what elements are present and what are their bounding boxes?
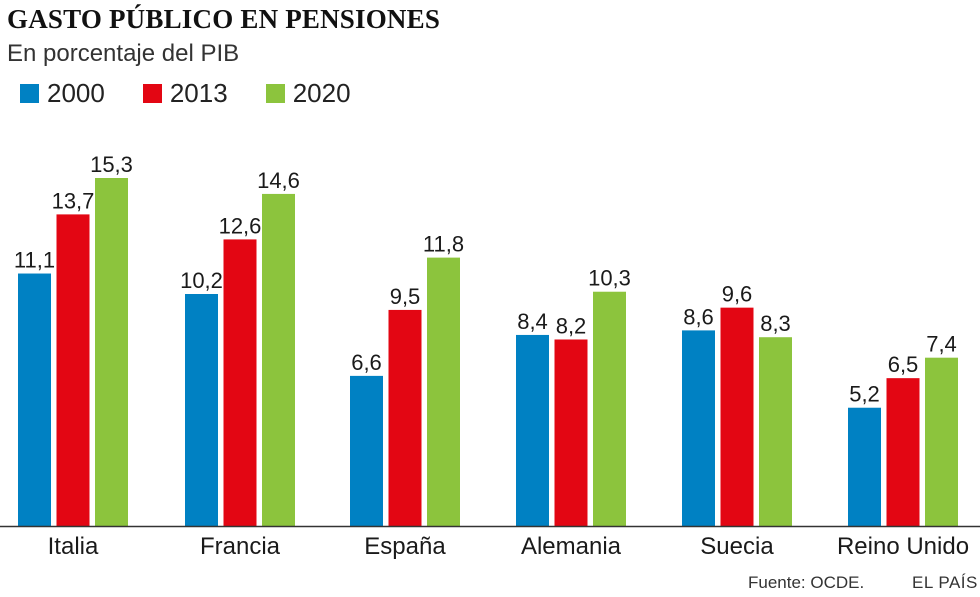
legend-swatch-2000 (20, 84, 39, 103)
value-label-suecia-2020: 8,3 (760, 311, 791, 336)
bar-espana-2000 (350, 375, 383, 526)
bar-suecia-2000 (682, 330, 715, 526)
legend: 2000 2013 2020 (20, 78, 389, 109)
value-label-alemania-2020: 10,3 (588, 266, 631, 291)
legend-swatch-2013 (142, 84, 162, 103)
value-label-reino-unido-2020: 7,4 (926, 332, 957, 357)
bar-italia-2013 (56, 214, 90, 526)
bar-espana-2020 (427, 257, 460, 526)
chart-subtitle: En porcentaje del PIB (7, 40, 240, 67)
bar-alemania-2000 (516, 334, 549, 526)
legend-item-2000: 2000 (20, 78, 105, 109)
value-label-italia-2000: 11,1 (14, 248, 55, 273)
category-label-alemania: Alemania (521, 533, 622, 560)
value-label-alemania-2000: 8,4 (517, 309, 548, 334)
bar-italia-2020 (95, 178, 128, 526)
source-note: Fuente: OCDE. (748, 573, 865, 592)
value-label-espana-2020: 11,8 (423, 232, 464, 257)
bar-alemania-2013 (554, 339, 588, 526)
value-label-reino-unido-2000: 5,2 (849, 382, 880, 407)
legend-item-2020: 2020 (265, 78, 351, 109)
bar-reino-unido-2000 (848, 407, 881, 526)
bar-alemania-2020 (593, 291, 626, 526)
bar-francia-2000 (185, 294, 218, 526)
category-label-italia: Italia (48, 533, 99, 560)
value-label-espana-2000: 6,6 (351, 350, 382, 375)
category-label-reino-unido: Reino Unido (837, 533, 969, 560)
bar-espana-2013 (388, 309, 422, 526)
value-label-francia-2000: 10,2 (180, 268, 223, 293)
value-label-suecia-2013: 9,6 (722, 282, 753, 307)
value-label-francia-2020: 14,6 (257, 168, 300, 193)
value-label-francia-2013: 12,6 (219, 213, 262, 238)
bar-reino-unido-2013 (886, 378, 920, 526)
legend-label-2000: 2000 (47, 78, 105, 108)
bar-francia-2013 (223, 239, 257, 527)
value-label-espana-2013: 9,5 (390, 284, 421, 309)
legend-swatch-2020 (265, 84, 285, 103)
brand-credit: EL PAÍS (912, 573, 978, 592)
value-label-alemania-2013: 8,2 (556, 313, 587, 338)
legend-label-2020: 2020 (292, 78, 351, 108)
value-label-italia-2020: 15,3 (90, 152, 133, 177)
category-label-suecia: Suecia (700, 533, 774, 560)
category-label-espana: España (364, 533, 446, 560)
bar-reino-unido-2020 (925, 357, 958, 526)
value-label-suecia-2000: 8,6 (683, 304, 714, 329)
legend-label-2013: 2013 (169, 78, 228, 108)
legend-item-2013: 2013 (142, 78, 228, 109)
value-label-reino-unido-2013: 6,5 (888, 352, 919, 377)
bar-suecia-2020 (759, 337, 792, 526)
bar-suecia-2013 (720, 307, 754, 526)
category-label-francia: Francia (200, 533, 281, 560)
chart-title: GASTO PÚBLICO EN PENSIONES (7, 4, 441, 34)
bar-francia-2020 (262, 193, 295, 526)
value-label-italia-2013: 13,7 (52, 188, 95, 213)
bar-italia-2000 (18, 273, 51, 526)
